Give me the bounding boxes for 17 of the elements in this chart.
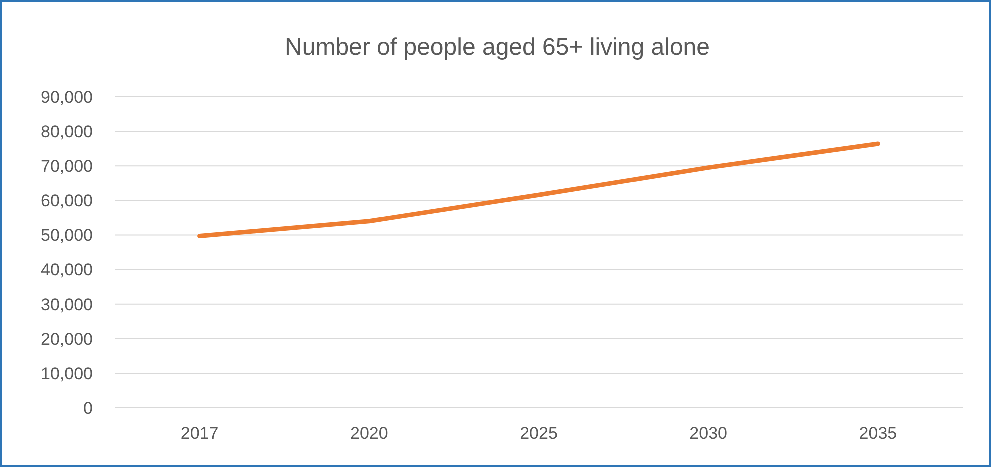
- y-tick-label: 50,000: [41, 226, 93, 246]
- x-tick-label: 2020: [350, 424, 388, 443]
- y-tick-label: 30,000: [41, 295, 93, 314]
- x-tick-label: 2030: [690, 424, 728, 443]
- y-tick-label: 90,000: [41, 88, 93, 107]
- y-tick-label: 60,000: [41, 192, 93, 211]
- y-tick-label: 20,000: [41, 330, 93, 349]
- line-series: [198, 142, 880, 239]
- y-tick-label: 80,000: [41, 122, 93, 142]
- y-tick-label: 70,000: [41, 157, 93, 176]
- x-tick-label: 2017: [180, 424, 219, 443]
- y-tick-label: 40,000: [41, 260, 93, 280]
- y-tick-label: 0: [84, 398, 93, 418]
- x-tick-label: 2025: [520, 424, 558, 443]
- x-tick-label: 2035: [859, 424, 898, 443]
- chart-title: Number of people aged 65+ living alone: [285, 34, 710, 61]
- y-tick-label: 10,000: [41, 364, 93, 384]
